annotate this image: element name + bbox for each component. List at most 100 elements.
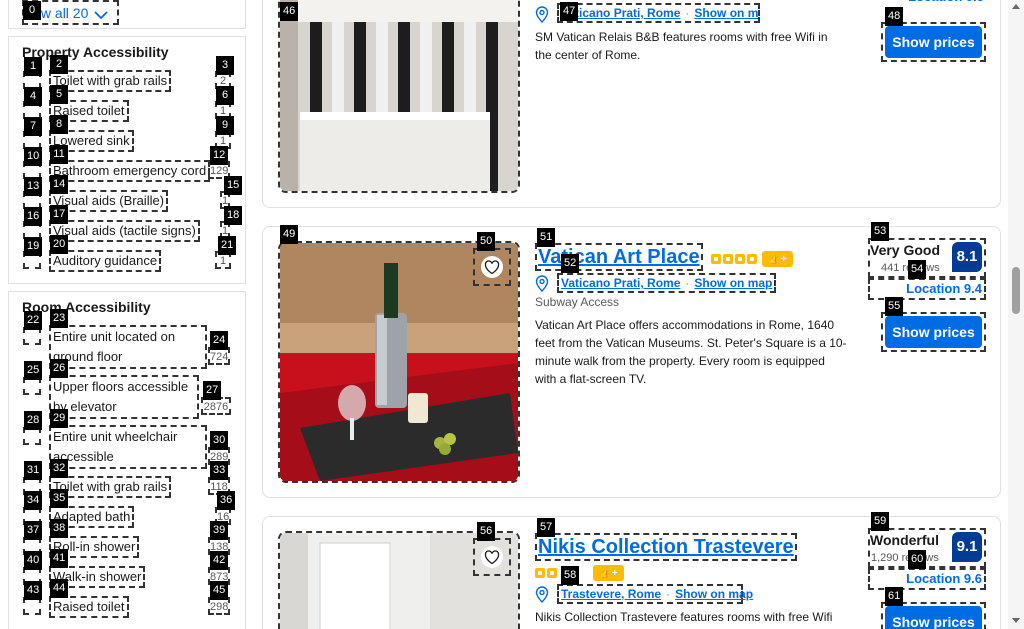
marker-badge: 19 — [24, 237, 43, 256]
property-accessibility-heading: Property Accessibility — [22, 44, 169, 60]
show-prices-button[interactable]: Show prices — [881, 22, 986, 62]
marker-badge: 34 — [24, 491, 43, 510]
marker-badge: 12 — [210, 146, 229, 165]
marker-badge: 48 — [885, 7, 904, 26]
filter-label[interactable]: Entire unit wheelchair accessible — [49, 425, 207, 469]
marker-badge: 30 — [210, 431, 229, 450]
location-row: Vaticano Prati, Rome·Show on map — [557, 273, 777, 293]
star-icon — [735, 254, 745, 264]
marker-badge: 13 — [24, 177, 43, 196]
marker-badge: 42 — [210, 551, 229, 570]
preferred-thumbs-up-icon: 👍+ — [593, 565, 624, 581]
location-link[interactable]: Vaticano Prati, Rome — [561, 276, 681, 290]
marker-badge: 2 — [50, 55, 68, 74]
marker-badge: 49 — [280, 225, 299, 244]
review-count: 1,290 reviews — [871, 552, 939, 564]
marker-badge: 18 — [224, 206, 243, 225]
filter-label[interactable]: Adapted bath — [49, 506, 135, 528]
marker-badge: 57 — [537, 518, 556, 537]
score-badge: 9.1 — [952, 532, 982, 562]
marker-badge: 40 — [24, 551, 43, 570]
marker-badge: 17 — [50, 205, 69, 224]
marker-badge: 10 — [24, 147, 43, 166]
show-on-map-link[interactable]: Show on map — [694, 276, 773, 290]
lobby-image — [280, 0, 518, 191]
marker-badge: 32 — [50, 459, 69, 478]
marker-badge: 11 — [50, 145, 68, 164]
property-photo[interactable] — [278, 241, 520, 483]
scroll-down-arrow-icon[interactable] — [1012, 618, 1020, 623]
chevron-down-icon — [94, 11, 109, 20]
location-row: Vaticano Prati, Rome·Show on map — [557, 3, 760, 23]
marker-badge: 41 — [50, 549, 69, 568]
marker-badge: 36 — [217, 491, 236, 510]
marker-badge: 51 — [537, 228, 556, 247]
marker-badge: 35 — [50, 489, 69, 508]
filter-label[interactable]: Auditory guidance — [49, 250, 162, 272]
filter-label[interactable]: Upper floors accessible by elevator — [49, 375, 199, 419]
show-prices-button[interactable]: Show prices — [881, 312, 986, 352]
star-icon — [723, 254, 733, 264]
marker-badge: 55 — [885, 297, 904, 316]
filter-label[interactable]: Walk-in shower — [49, 566, 146, 588]
marker-badge: 1 — [24, 57, 42, 76]
filter-label[interactable]: Toilet with grab rails — [49, 476, 172, 498]
favorite-button[interactable] — [473, 538, 511, 576]
location-pin-icon — [535, 586, 549, 603]
favorite-button[interactable] — [473, 248, 511, 286]
marker-badge: 5 — [50, 85, 68, 104]
marker-badge: 58 — [561, 566, 580, 585]
property-description: Vatican Art Place offers accommodations … — [535, 318, 847, 386]
location-link[interactable]: Vaticano Prati, Rome — [561, 6, 681, 20]
heart-icon — [484, 259, 500, 274]
marker-badge: 16 — [24, 207, 43, 226]
property-description: Nikis Collection Trastevere features roo… — [535, 610, 833, 624]
score-badge: 8.1 — [952, 242, 982, 272]
marker-badge: 21 — [218, 236, 237, 255]
marker-badge: 54 — [908, 260, 927, 279]
marker-badge: 31 — [24, 461, 43, 480]
marker-badge: 3 — [216, 56, 234, 75]
marker-badge: 27 — [203, 381, 222, 400]
marker-badge: 28 — [24, 411, 43, 430]
scroll-up-arrow-icon[interactable] — [1012, 4, 1020, 9]
room-image — [280, 533, 518, 629]
filter-label[interactable]: Roll-in shower — [49, 536, 140, 558]
marker-badge: 45 — [210, 581, 229, 600]
filter-label[interactable]: Raised toilet — [49, 596, 129, 618]
show-prices-button[interactable]: Show prices — [881, 602, 986, 629]
filter-label[interactable]: Visual aids (Braille) — [49, 190, 169, 212]
location-row: Trastevere, Rome · Show on map — [557, 584, 753, 604]
marker-badge: 24 — [210, 331, 229, 350]
show-on-map-link[interactable]: Show on map — [675, 587, 754, 601]
filter-label[interactable]: Visual aids (tactile signs) — [49, 220, 200, 242]
filter-label[interactable]: Toilet with grab rails — [49, 70, 172, 92]
filter-label[interactable]: Entire unit located on ground floor — [49, 325, 207, 369]
marker-badge: 61 — [885, 587, 904, 606]
heart-icon — [484, 549, 500, 564]
filter-label[interactable]: Bathroom emergency cord — [49, 160, 211, 182]
location-score: Location 9.4 — [868, 278, 986, 300]
marker-badge: 14 — [50, 175, 69, 194]
location-score: Location 9.5 — [868, 0, 986, 10]
location-link[interactable]: Trastevere, Rome — [561, 587, 662, 601]
marker-badge: 20 — [50, 235, 69, 254]
property-photo[interactable] — [278, 531, 520, 629]
marker-badge: 50 — [477, 232, 496, 251]
scrollbar-thumb[interactable] — [1012, 267, 1020, 314]
property-photo[interactable] — [278, 0, 520, 193]
filter-label[interactable]: Raised toilet — [49, 100, 129, 122]
show-on-map-link[interactable]: Show on map — [694, 6, 759, 20]
review-score[interactable]: Very Good 441 reviews 8.1 — [868, 238, 986, 278]
review-score[interactable]: Wonderful 1,290 reviews 9.1 — [868, 528, 986, 568]
marker-badge: 37 — [24, 521, 43, 540]
star-rating: 👍+ — [711, 251, 793, 267]
marker-badge: 0 — [23, 1, 41, 20]
location-score: Location 9.6 — [868, 568, 986, 590]
marker-badge: 56 — [477, 522, 496, 541]
page-scrollbar[interactable] — [1008, 0, 1024, 629]
marker-badge: 60 — [908, 550, 927, 569]
property-title[interactable]: Nikis Collection Trastevere — [535, 533, 797, 561]
filter-label[interactable]: Lowered sink — [49, 130, 134, 152]
marker-badge: 47 — [560, 2, 579, 21]
